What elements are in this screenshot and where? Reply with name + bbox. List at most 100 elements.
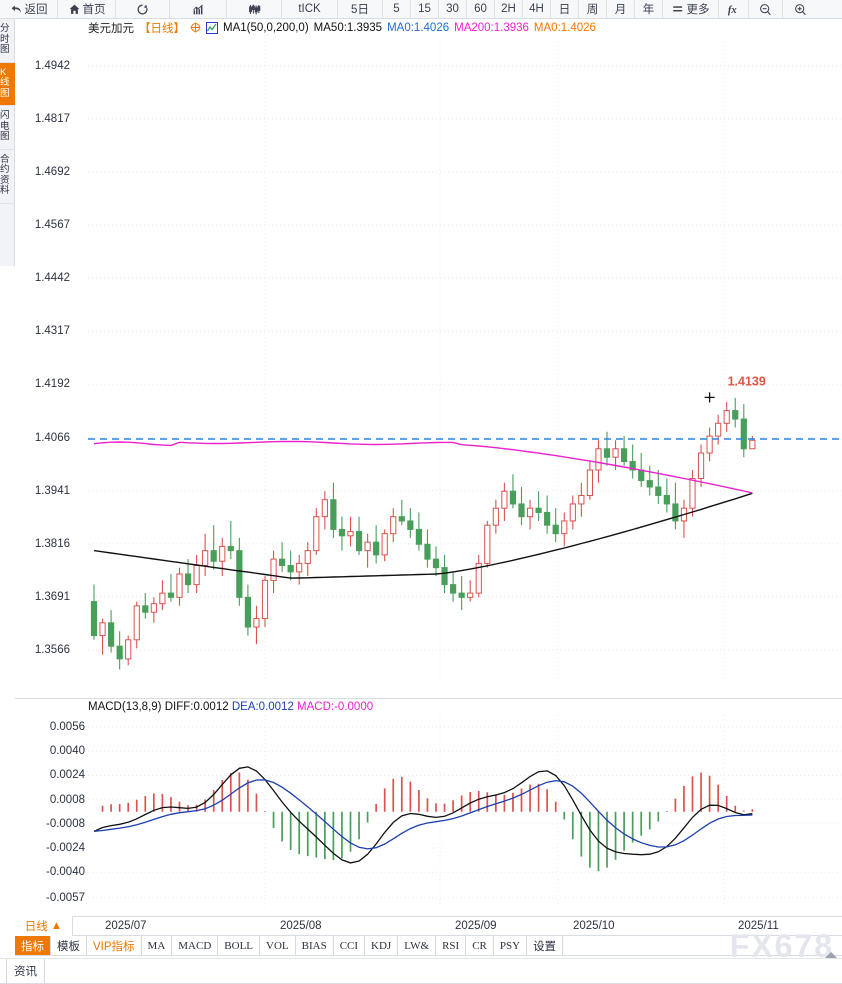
toolbar-candles[interactable] [227, 0, 282, 18]
ind-tab-ma[interactable]: MA [142, 936, 173, 955]
toolbar-week[interactable]: 周 [579, 0, 607, 18]
candle [142, 605, 149, 613]
candle [518, 503, 525, 518]
indicator-settings-icon[interactable] [206, 21, 218, 34]
macd-chart-legend: MACD(13,8,9) DIFF:0.0012 DEA:0.0012 MACD… [88, 701, 373, 713]
candle [586, 469, 593, 496]
toolbar-15m[interactable]: 15 [411, 0, 439, 18]
candle [150, 603, 157, 613]
candle [561, 520, 568, 535]
price-y-tick: 1.3816 [34, 537, 70, 550]
period-selector-chip[interactable]: 日线 ▲ [15, 916, 73, 936]
toolbar-5day[interactable]: 5日 [338, 0, 383, 18]
toolbar-day[interactable]: 日 [551, 0, 579, 18]
top-toolbar: 返回 首页 tICK 5日 5 15 30 60 2H 4H 日 周 月 年 更多 fx [0, 0, 842, 19]
macd-y-tick: -0.0040 [45, 866, 85, 879]
indicator-tab-bar: 指标 模板 VIP指标 MA MACD BOLL VOL BIAS CCI KDJ LW& RSI CR… [15, 936, 842, 956]
candle [740, 418, 747, 450]
toolbar-60m[interactable]: 60 [467, 0, 495, 18]
macd-plot-area[interactable] [88, 715, 842, 910]
macd-dea-line [93, 779, 753, 850]
candle [381, 533, 388, 556]
toolbar-more[interactable]: 更多 [663, 0, 719, 18]
price-y-tick: 1.4066 [34, 431, 70, 444]
ind-tab-lwr[interactable]: LW& [398, 936, 437, 955]
candle [697, 452, 705, 479]
candle [578, 494, 585, 505]
price-y-tick: 1.4817 [34, 112, 70, 125]
ind-tab-zhibiao[interactable]: 指标 [15, 936, 51, 955]
price-y-tick: 1.4192 [34, 378, 70, 391]
toolbar-back-label: 返回 [24, 4, 48, 16]
ind-tab-settings[interactable]: 设置 [527, 936, 564, 955]
toolbar-zoom-in[interactable] [783, 0, 817, 18]
toolbar-refresh[interactable] [116, 0, 170, 18]
x-axis-tick: 2025/11 [738, 920, 779, 932]
macd-chart-panel[interactable]: MACD(13,8,9) DIFF:0.0012 DEA:0.0012 MACD… [15, 698, 842, 916]
price-plot-area[interactable]: 1.4139 [88, 37, 842, 678]
ind-tab-vol[interactable]: VOL [260, 936, 296, 955]
toolbar-year[interactable]: 年 [635, 0, 663, 18]
candle [99, 622, 106, 637]
ind-tab-psy[interactable]: PSY [494, 936, 528, 955]
crosshair-target-icon[interactable] [190, 22, 201, 33]
price-y-tick: 1.4567 [34, 219, 70, 232]
scroll-up-caret-icon[interactable] [822, 952, 840, 961]
hamburger-icon [672, 3, 685, 16]
bar-chart-icon [192, 4, 203, 14]
sidebar-item-lightning[interactable]: 闪电图 [0, 106, 15, 150]
toolbar-back[interactable]: 返回 [0, 0, 58, 18]
price-y-tick: 1.4442 [34, 272, 70, 285]
macd-y-tick: 0.0040 [49, 745, 85, 758]
toolbar-tick[interactable]: tICK [282, 0, 338, 18]
ind-tab-vip[interactable]: VIP指标 [87, 936, 142, 955]
ind-tab-vip-label: VIP指标 [93, 940, 135, 953]
sidebar-item-timeshare[interactable]: 分时图 [0, 19, 15, 63]
sidebar-item-kline[interactable]: K线图 [0, 62, 15, 106]
toolbar-2h[interactable]: 2H [495, 0, 523, 18]
candle [441, 567, 448, 586]
toolbar-5day-label: 5日 [351, 4, 369, 16]
toolbar-month[interactable]: 月 [607, 0, 635, 18]
ind-tab-macd[interactable]: MACD [172, 936, 219, 955]
sidebar-item-kline-label: K线图 [0, 66, 10, 99]
ind-tab-cr[interactable]: CR [466, 936, 494, 955]
toolbar-30m[interactable]: 30 [439, 0, 467, 18]
toolbar-barchart[interactable] [170, 0, 227, 18]
sidebar-item-contract-info[interactable]: 合约资料 [0, 150, 15, 204]
candle [270, 558, 277, 581]
candlestick-icon [248, 4, 260, 14]
ma0-blue-value: MA0:1.4026 [387, 21, 450, 34]
toolbar-5m[interactable]: 5 [383, 0, 411, 18]
toolbar-home-label: 首页 [82, 4, 106, 16]
tab-news[interactable]: 资讯 [6, 959, 45, 983]
ma50-value: MA50:1.3935 [313, 21, 383, 34]
toolbar-5m-label: 5 [393, 3, 400, 15]
toolbar-fx[interactable]: fx [719, 0, 749, 18]
price-chart-panel[interactable]: 美元加元 【日线】 MA1(50,0,200,0) MA50:1.3935 MA… [15, 19, 842, 698]
toolbar-4h[interactable]: 4H [523, 0, 551, 18]
toolbar-zoom-out[interactable] [749, 0, 783, 18]
fx-icon: fx [728, 5, 738, 16]
candle [450, 584, 457, 594]
ind-tab-rsi[interactable]: RSI [436, 936, 467, 955]
price-y-tick: 1.3691 [34, 590, 70, 603]
candle [706, 435, 713, 454]
home-icon [68, 3, 81, 16]
ind-tab-bias[interactable]: BIAS [296, 936, 334, 955]
candle [595, 448, 602, 471]
macd-diff-line [93, 766, 753, 864]
fx-icon: fx [727, 3, 740, 16]
ind-tab-kdj[interactable]: KDJ [365, 936, 399, 955]
ind-tab-template[interactable]: 模板 [51, 936, 87, 955]
sidebar-item-contract-info-label: 合约资料 [0, 153, 10, 196]
ind-tab-zhibiao-label: 指标 [21, 940, 44, 953]
ind-tab-cci[interactable]: CCI [334, 936, 366, 955]
ind-tab-boll[interactable]: BOLL [218, 936, 261, 955]
candle [261, 579, 269, 620]
candle [125, 639, 132, 660]
toolbar-2h-label: 2H [501, 3, 516, 15]
toolbar-year-label: 年 [642, 4, 655, 16]
toolbar-more-label: 更多 [686, 4, 710, 16]
toolbar-home[interactable]: 首页 [58, 0, 116, 18]
